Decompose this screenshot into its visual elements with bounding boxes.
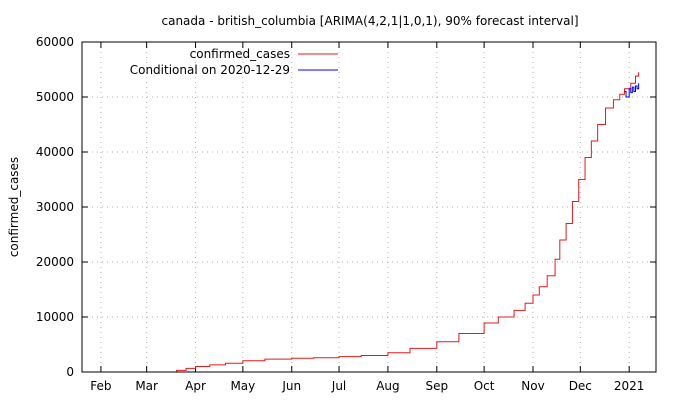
series-lines: [167, 72, 640, 373]
y-tick-label: 40000: [36, 145, 74, 159]
y-axis-label: confirmed_cases: [7, 157, 21, 257]
y-tick-label: 30000: [36, 200, 74, 214]
x-tick-label: May: [230, 379, 255, 393]
x-tick-label: Aug: [376, 379, 399, 393]
x-tick-label: Dec: [569, 379, 592, 393]
x-tick-label: Feb: [90, 379, 111, 393]
x-tick-label: Sep: [425, 379, 448, 393]
axes: 0 10000 20000 30000 40000 50000 60000 Feb Mar Apr…: [36, 35, 656, 393]
x-tick-label: Apr: [185, 379, 206, 393]
x-tick-label: Jun: [281, 379, 301, 393]
series-line-0: [167, 72, 640, 373]
legend-label-1: Conditional on 2020-12-29: [130, 63, 290, 77]
y-tick-label: 60000: [36, 35, 74, 49]
y-tick-label: 20000: [36, 255, 74, 269]
legend-label-0: confirmed_cases: [190, 47, 290, 61]
x-tick-label: 2021: [614, 379, 645, 393]
y-tick-label: 50000: [36, 90, 74, 104]
x-tick-label: Oct: [474, 379, 495, 393]
chart-title: canada - british_columbia [ARIMA(4,2,1|1…: [162, 14, 579, 28]
legend: confirmed_cases Conditional on 2020-12-29: [130, 47, 338, 77]
plot-border: [81, 41, 657, 373]
gridlines: [82, 42, 656, 372]
x-tick-label: Jul: [331, 379, 346, 393]
series-line-1: [624, 83, 640, 98]
x-tick-label: Nov: [521, 379, 544, 393]
y-tick-label: 0: [66, 365, 74, 379]
x-tick-label: Mar: [135, 379, 158, 393]
y-tick-label: 10000: [36, 310, 74, 324]
